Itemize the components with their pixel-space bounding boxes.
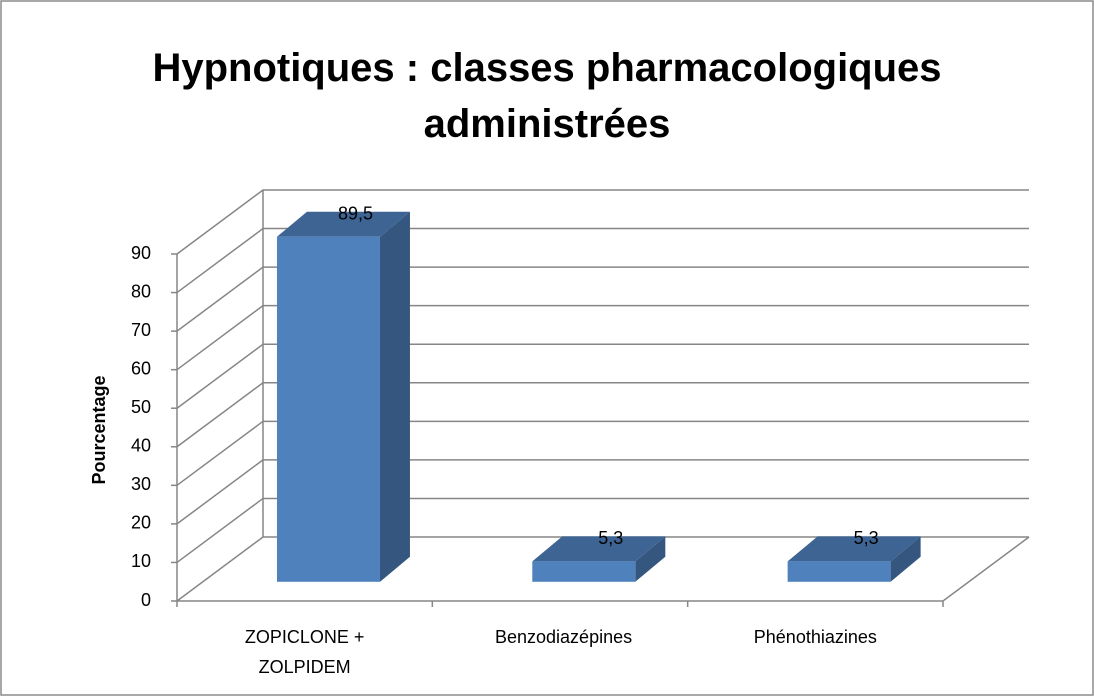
grid-line [176, 304, 1029, 371]
grid-line [176, 343, 1029, 409]
bar-top [787, 536, 921, 562]
y-tick-label: 60 [131, 358, 151, 378]
x-tick-label: ZOPICLONE + ZOLPIDEM [244, 627, 365, 677]
x-tick-label: Benzodiazépines [495, 627, 633, 647]
bar-side [379, 211, 410, 582]
bar [787, 561, 891, 582]
bar [532, 561, 636, 582]
y-tick-label: 40 [131, 436, 151, 456]
grid-line [176, 227, 1029, 294]
y-tick-label: 20 [131, 513, 151, 533]
data-label: 89,5 [338, 203, 373, 223]
y-tick-label: 0 [141, 590, 151, 610]
grid-line [176, 497, 1029, 564]
grid-line [176, 536, 1029, 602]
grid-line [176, 382, 1029, 448]
y-tick-label: 90 [131, 243, 151, 263]
y-tick-label: 70 [131, 320, 151, 340]
x-tick-label: Phénothiazines [753, 627, 877, 647]
data-label: 5,3 [854, 528, 879, 548]
data-label: 5,3 [598, 528, 623, 548]
bar-side [890, 536, 921, 582]
y-axis-label: Pourcentage [89, 375, 109, 484]
bar-top [532, 536, 666, 562]
grid-line [176, 189, 1029, 255]
y-tick-label: 80 [131, 281, 151, 301]
y-tick-label: 50 [131, 397, 151, 417]
grid-line [176, 420, 1029, 486]
y-tick-label: 10 [131, 551, 151, 571]
chart-title: Hypnotiques : classes pharmacologiques a… [152, 46, 942, 146]
bar-side [635, 536, 666, 582]
y-tick-label: 30 [131, 474, 151, 494]
grid-line [176, 266, 1029, 332]
grid-line [176, 459, 1029, 525]
bar-top [276, 211, 410, 237]
bar [276, 236, 380, 582]
